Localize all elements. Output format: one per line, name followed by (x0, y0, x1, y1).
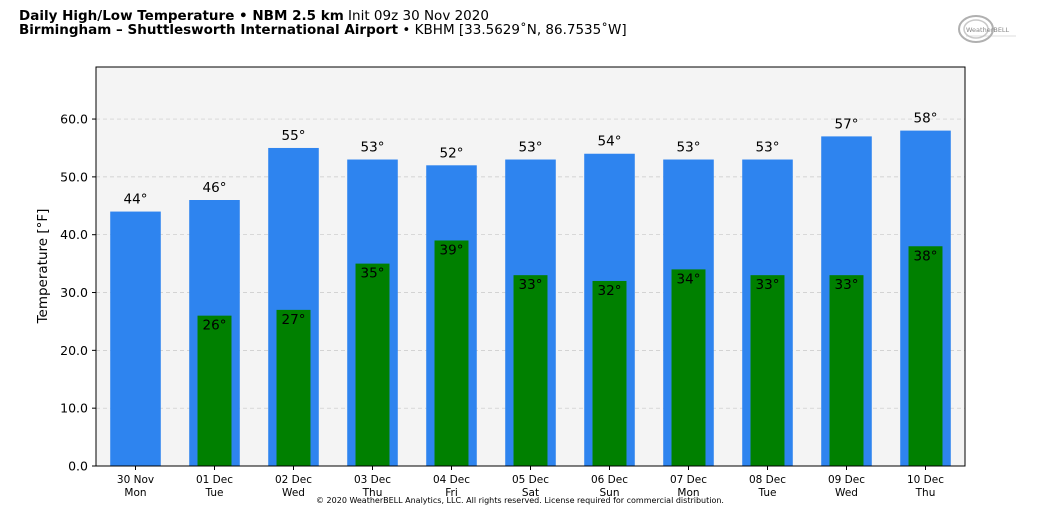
low-bar (434, 240, 469, 466)
x-tick-label-date: 01 Dec (196, 474, 233, 486)
high-value-label: 46° (203, 180, 227, 196)
logo-text: WeatherBELL (966, 26, 1010, 34)
x-tick-label-date: 30 Nov (117, 474, 154, 486)
low-value-label: 32° (598, 283, 622, 299)
x-tick-label-date: 09 Dec (828, 474, 865, 486)
x-tick-label-day: Sun (600, 487, 620, 499)
x-tick-label-day: Mon (124, 487, 146, 499)
low-bar (908, 246, 943, 466)
high-value-label: 55° (282, 128, 306, 144)
low-bar (197, 315, 232, 466)
low-value-label: 33° (756, 277, 780, 293)
high-value-label: 53° (361, 140, 385, 156)
low-bar (355, 263, 390, 466)
x-tick-label-date: 05 Dec (512, 474, 549, 486)
high-value-label: 54° (598, 134, 622, 150)
low-value-label: 38° (914, 248, 938, 264)
x-tick-label-day: Fri (445, 487, 458, 499)
high-value-label: 52° (440, 145, 464, 161)
x-tick-label-day: Thu (915, 487, 936, 499)
x-tick-label-date: 04 Dec (433, 474, 470, 486)
low-value-label: 39° (440, 242, 464, 258)
y-tick-label: 40.0 (60, 227, 88, 242)
low-value-label: 34° (677, 271, 701, 287)
y-tick-label: 0.0 (68, 459, 88, 474)
y-tick-label: 10.0 (60, 401, 88, 416)
low-value-label: 26° (203, 318, 227, 334)
high-value-label: 44° (124, 192, 148, 208)
x-tick-label-date: 07 Dec (670, 474, 707, 486)
x-tick-label-date: 10 Dec (907, 474, 944, 486)
low-value-label: 33° (519, 277, 543, 293)
low-value-label: 33° (835, 277, 859, 293)
chart-title-bold: Daily High/Low Temperature • NBM 2.5 km (19, 8, 344, 24)
low-bar (671, 269, 706, 466)
low-bar (513, 275, 548, 466)
x-tick-label-day: Thu (362, 487, 383, 499)
x-tick-label-day: Sat (522, 487, 539, 499)
high-value-label: 58° (914, 111, 938, 127)
y-tick-label: 50.0 (60, 169, 88, 184)
y-tick-label: 30.0 (60, 285, 88, 300)
low-value-label: 27° (282, 312, 306, 328)
chart-location-bold: Birmingham – Shuttlesworth International… (19, 22, 399, 38)
x-tick-label-date: 06 Dec (591, 474, 628, 486)
chart-title: Daily High/Low Temperature • NBM 2.5 km … (19, 9, 489, 24)
low-bar (592, 280, 627, 466)
x-tick-label-day: Wed (282, 487, 305, 499)
x-tick-label-day: Wed (835, 487, 858, 499)
x-tick-label-day: Tue (758, 487, 777, 499)
y-tick-label: 60.0 (60, 112, 88, 127)
high-bar (110, 211, 161, 466)
weatherbell-logo-icon: WeatherBELL (958, 15, 1016, 43)
y-axis-label: Temperature [°F] (35, 209, 51, 325)
x-tick-label-date: 03 Dec (354, 474, 391, 486)
low-bar (276, 309, 311, 466)
x-tick-label-date: 08 Dec (749, 474, 786, 486)
low-bar (750, 275, 785, 466)
low-value-label: 35° (361, 266, 385, 282)
chart-location: Birmingham – Shuttlesworth International… (19, 23, 627, 38)
chart-title-init: Init 09z 30 Nov 2020 (343, 8, 489, 24)
copyright-footer: © 2020 WeatherBELL Analytics, LLC. All r… (316, 496, 724, 505)
high-value-label: 53° (756, 140, 780, 156)
high-value-label: 53° (677, 140, 701, 156)
high-value-label: 57° (835, 116, 859, 132)
x-tick-label-date: 02 Dec (275, 474, 312, 486)
x-tick-label-day: Tue (205, 487, 224, 499)
high-value-label: 53° (519, 140, 543, 156)
y-tick-label: 20.0 (60, 343, 88, 358)
low-bar (829, 275, 864, 466)
chart-location-coords: • KBHM [33.5629˚N, 86.7535˚W] (398, 22, 627, 38)
x-tick-label-day: Mon (677, 487, 699, 499)
